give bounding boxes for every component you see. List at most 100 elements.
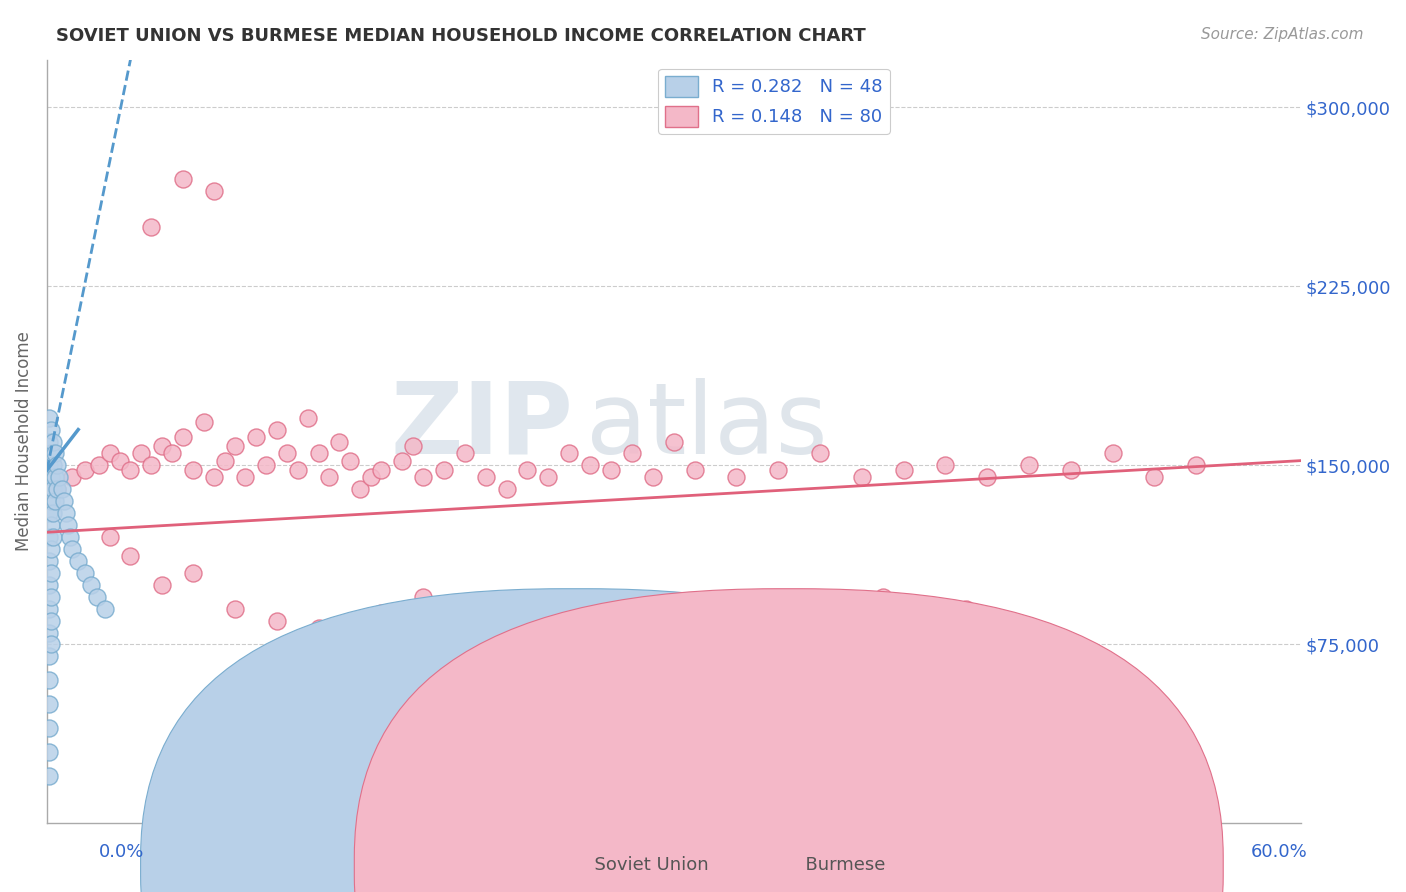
Point	[39, 541, 62, 556]
Point	[349, 483, 371, 497]
Point	[254, 458, 277, 473]
Point	[39, 518, 62, 533]
Point	[162, 446, 184, 460]
Point	[38, 554, 60, 568]
Point	[44, 494, 66, 508]
Y-axis label: Median Household Income: Median Household Income	[15, 332, 32, 551]
Point	[38, 506, 60, 520]
Point	[872, 590, 894, 604]
Text: atlas: atlas	[586, 378, 828, 475]
Point	[42, 506, 65, 520]
Point	[59, 530, 82, 544]
Point	[235, 470, 257, 484]
Point	[662, 434, 685, 449]
Point	[60, 470, 83, 484]
Point	[39, 470, 62, 484]
Point	[38, 601, 60, 615]
Point	[38, 458, 60, 473]
Text: Source: ZipAtlas.com: Source: ZipAtlas.com	[1201, 27, 1364, 42]
Point	[42, 483, 65, 497]
Point	[620, 446, 643, 460]
Point	[297, 410, 319, 425]
Point	[474, 470, 496, 484]
Point	[704, 607, 727, 621]
Point	[339, 453, 361, 467]
Point	[202, 184, 225, 198]
Point	[391, 453, 413, 467]
Point	[38, 434, 60, 449]
Point	[266, 614, 288, 628]
Point	[1039, 625, 1062, 640]
Point	[39, 614, 62, 628]
Point	[38, 578, 60, 592]
Point	[266, 423, 288, 437]
Point	[46, 458, 69, 473]
Point	[181, 463, 204, 477]
Point	[120, 549, 142, 563]
Point	[224, 601, 246, 615]
Point	[308, 446, 330, 460]
Point	[725, 470, 748, 484]
Point	[579, 458, 602, 473]
Point	[38, 745, 60, 759]
Point	[42, 434, 65, 449]
Point	[150, 578, 173, 592]
Point	[1185, 458, 1208, 473]
Point	[129, 446, 152, 460]
Point	[60, 541, 83, 556]
Text: Soviet Union: Soviet Union	[583, 856, 709, 874]
Point	[558, 446, 581, 460]
Point	[39, 637, 62, 651]
Point	[276, 446, 298, 460]
Point	[38, 721, 60, 735]
Point	[1101, 446, 1123, 460]
Point	[683, 463, 706, 477]
Point	[976, 470, 998, 484]
Point	[39, 494, 62, 508]
Point	[328, 434, 350, 449]
Point	[89, 458, 111, 473]
Point	[44, 446, 66, 460]
Point	[360, 470, 382, 484]
Point	[454, 601, 477, 615]
Point	[172, 430, 194, 444]
Point	[38, 673, 60, 688]
Point	[454, 446, 477, 460]
Point	[641, 621, 664, 635]
Point	[56, 518, 79, 533]
Point	[768, 463, 790, 477]
Point	[42, 530, 65, 544]
Point	[120, 463, 142, 477]
Point	[308, 621, 330, 635]
Point	[98, 446, 121, 460]
Point	[42, 458, 65, 473]
Legend: R = 0.282   N = 48, R = 0.148   N = 80: R = 0.282 N = 48, R = 0.148 N = 80	[658, 69, 890, 134]
Point	[86, 590, 108, 604]
Point	[39, 590, 62, 604]
Text: ZIP: ZIP	[391, 378, 574, 475]
Point	[150, 439, 173, 453]
Text: 60.0%: 60.0%	[1251, 843, 1308, 861]
Point	[38, 769, 60, 783]
Text: SOVIET UNION VS BURMESE MEDIAN HOUSEHOLD INCOME CORRELATION CHART: SOVIET UNION VS BURMESE MEDIAN HOUSEHOLD…	[56, 27, 866, 45]
Point	[38, 697, 60, 711]
Point	[38, 410, 60, 425]
Point	[38, 649, 60, 664]
Point	[641, 470, 664, 484]
Point	[141, 458, 163, 473]
Point	[44, 470, 66, 484]
Point	[600, 463, 623, 477]
Point	[38, 483, 60, 497]
Point	[108, 453, 131, 467]
Point	[401, 439, 423, 453]
Point	[202, 470, 225, 484]
Point	[287, 463, 309, 477]
Point	[48, 470, 70, 484]
Point	[1018, 458, 1040, 473]
Point	[46, 483, 69, 497]
Point	[80, 578, 103, 592]
Point	[98, 530, 121, 544]
Point	[579, 597, 602, 611]
Point	[73, 566, 96, 580]
Point	[851, 470, 873, 484]
